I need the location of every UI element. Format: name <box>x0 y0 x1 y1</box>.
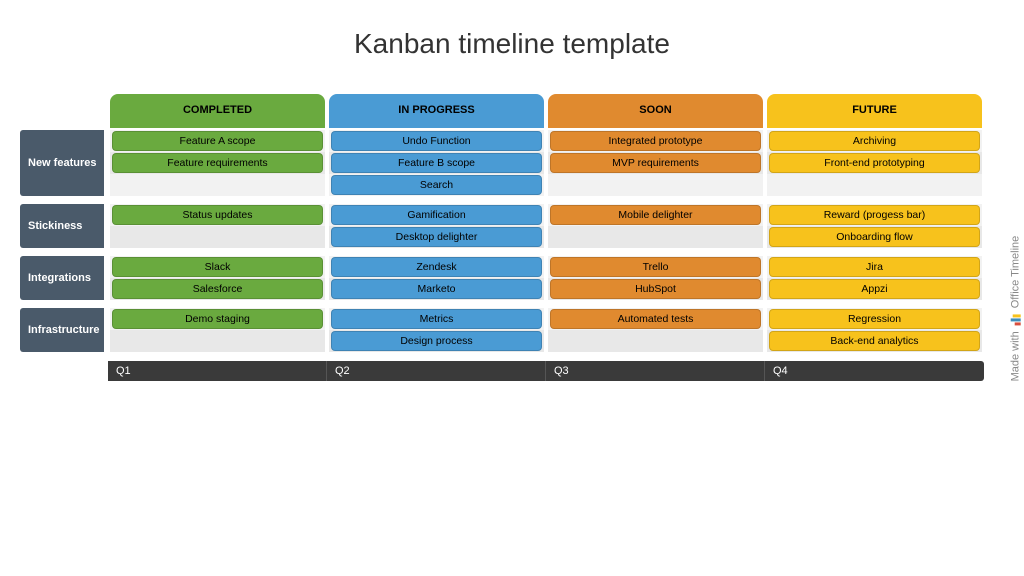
column-header-in_progress: IN PROGRESS <box>329 94 544 128</box>
page-title: Kanban timeline template <box>0 0 1024 94</box>
task-card: Integrated prototype <box>550 131 761 151</box>
cell: SlackSalesforce <box>108 254 327 302</box>
task-card: Reward (progess bar) <box>769 205 980 225</box>
task-card: Gamification <box>331 205 542 225</box>
task-card: Feature A scope <box>112 131 323 151</box>
cell: GamificationDesktop delighter <box>327 202 546 250</box>
cell: Demo staging <box>108 306 327 354</box>
task-card: Slack <box>112 257 323 277</box>
task-card: Feature requirements <box>112 153 323 173</box>
task-card: Mobile delighter <box>550 205 761 225</box>
watermark-prefix: Made with <box>1010 331 1022 381</box>
cell: ArchivingFront-end prototyping <box>765 128 984 198</box>
task-card: Desktop delighter <box>331 227 542 247</box>
column-header-completed: COMPLETED <box>110 94 325 128</box>
cell: ZendeskMarketo <box>327 254 546 302</box>
cell: Reward (progess bar)Onboarding flow <box>765 202 984 250</box>
task-card: Feature B scope <box>331 153 542 173</box>
cell: Feature A scopeFeature requirements <box>108 128 327 198</box>
row-label: Integrations <box>20 256 104 300</box>
task-card: Status updates <box>112 205 323 225</box>
quarter-label: Q4 <box>765 361 984 381</box>
cell: Status updates <box>108 202 327 250</box>
task-card: Jira <box>769 257 980 277</box>
cell: Integrated prototypeMVP requirements <box>546 128 765 198</box>
task-card: Onboarding flow <box>769 227 980 247</box>
task-card: HubSpot <box>550 279 761 299</box>
task-card: Appzi <box>769 279 980 299</box>
task-card: Undo Function <box>331 131 542 151</box>
cell: TrelloHubSpot <box>546 254 765 302</box>
cell: Automated tests <box>546 306 765 354</box>
watermark-icon <box>1011 314 1021 325</box>
row-label: New features <box>20 130 104 196</box>
row-label: Stickiness <box>20 204 104 248</box>
watermark-brand: Office Timeline <box>1010 236 1022 309</box>
task-card: Demo staging <box>112 309 323 329</box>
cell: RegressionBack-end analytics <box>765 306 984 354</box>
cell: JiraAppzi <box>765 254 984 302</box>
task-card: MVP requirements <box>550 153 761 173</box>
task-card: Zendesk <box>331 257 542 277</box>
task-card: Automated tests <box>550 309 761 329</box>
kanban-board: COMPLETEDIN PROGRESSSOONFUTURE New featur… <box>20 94 984 381</box>
task-card: Marketo <box>331 279 542 299</box>
task-card: Salesforce <box>112 279 323 299</box>
task-card: Metrics <box>331 309 542 329</box>
task-card: Search <box>331 175 542 195</box>
watermark: Made with Office Timeline <box>1010 236 1022 382</box>
quarter-label: Q3 <box>546 361 765 381</box>
task-card: Back-end analytics <box>769 331 980 351</box>
cell: Mobile delighter <box>546 202 765 250</box>
task-card: Regression <box>769 309 980 329</box>
column-header-future: FUTURE <box>767 94 982 128</box>
task-card: Archiving <box>769 131 980 151</box>
cell: Undo FunctionFeature B scopeSearch <box>327 128 546 198</box>
task-card: Front-end prototyping <box>769 153 980 173</box>
column-header-soon: SOON <box>548 94 763 128</box>
task-card: Design process <box>331 331 542 351</box>
cell: MetricsDesign process <box>327 306 546 354</box>
row-label: Infrastructure <box>20 308 104 352</box>
quarter-label: Q2 <box>327 361 546 381</box>
task-card: Trello <box>550 257 761 277</box>
quarter-label: Q1 <box>108 361 327 381</box>
